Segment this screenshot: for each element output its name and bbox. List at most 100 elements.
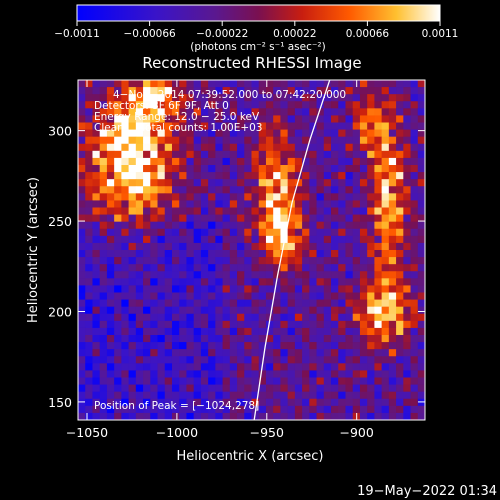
heatmap-cell xyxy=(143,299,151,308)
heatmap-cell xyxy=(150,271,158,279)
heatmap-cell xyxy=(345,342,354,350)
heatmap-cell xyxy=(186,94,195,102)
heatmap-cell xyxy=(359,221,368,230)
heatmap-cell xyxy=(150,299,158,308)
heatmap-cell xyxy=(345,200,354,208)
heatmap-cell xyxy=(388,193,397,201)
heatmap-cell xyxy=(237,193,245,201)
heatmap-cell xyxy=(367,306,375,315)
heatmap-cell xyxy=(171,108,180,116)
heatmap-cell xyxy=(331,157,339,166)
heatmap-cell xyxy=(258,405,267,414)
heatmap-cell xyxy=(359,150,368,159)
heatmap-cell xyxy=(85,115,93,123)
heatmap-cell xyxy=(374,278,383,286)
heatmap-cell xyxy=(374,405,383,414)
heatmap-cell xyxy=(265,179,274,187)
heatmap-cell xyxy=(208,384,216,393)
heatmap-cell xyxy=(258,292,267,300)
heatmap-cell xyxy=(186,306,195,315)
heatmap-cell xyxy=(85,356,93,364)
heatmap-cell xyxy=(273,370,281,378)
heatmap-cell xyxy=(265,129,274,138)
heatmap-cell xyxy=(150,150,158,159)
heatmap-cell xyxy=(92,285,101,293)
heatmap-cell xyxy=(345,313,354,322)
heatmap-cell xyxy=(251,207,260,215)
heatmap-cell xyxy=(237,349,245,357)
heatmap-cell xyxy=(193,285,202,293)
heatmap-cell xyxy=(78,157,86,166)
heatmap-cell xyxy=(280,320,289,329)
heatmap-cell xyxy=(150,306,158,315)
heatmap-cell xyxy=(294,179,303,187)
heatmap-cell xyxy=(106,327,115,336)
heatmap-cell xyxy=(287,235,296,244)
heatmap-cell xyxy=(121,80,130,88)
heatmap-cell xyxy=(367,115,375,123)
heatmap-cell xyxy=(229,299,238,308)
heatmap-cell xyxy=(381,193,390,201)
heatmap-cell xyxy=(359,136,368,145)
heatmap-cell xyxy=(150,80,158,88)
heatmap-cell xyxy=(338,363,346,371)
heatmap-cell xyxy=(258,136,267,145)
heatmap-cell xyxy=(287,391,296,400)
heatmap-cell xyxy=(287,370,296,378)
heatmap-cell xyxy=(229,179,238,187)
heatmap-cell xyxy=(345,129,354,138)
heatmap-cell xyxy=(193,179,202,187)
heatmap-cell xyxy=(302,278,310,286)
heatmap-cell xyxy=(106,335,115,343)
heatmap-cell xyxy=(316,186,325,194)
heatmap-cell xyxy=(359,384,368,393)
heatmap-cell xyxy=(150,349,158,357)
heatmap-cell xyxy=(265,172,274,180)
heatmap-cell xyxy=(251,221,260,230)
heatmap-cell xyxy=(171,313,180,322)
heatmap-cell xyxy=(287,228,296,237)
heatmap-cell xyxy=(164,313,173,322)
heatmap-cell xyxy=(374,412,383,420)
heatmap-cell xyxy=(164,214,173,223)
heatmap-cell xyxy=(78,349,86,357)
heatmap-cell xyxy=(143,327,151,336)
heatmap-cell xyxy=(331,278,339,286)
heatmap-cell xyxy=(244,214,252,223)
heatmap-cell xyxy=(396,356,404,364)
heatmap-cell xyxy=(287,356,296,364)
heatmap-cell xyxy=(179,264,187,272)
heatmap-cell xyxy=(287,136,296,145)
heatmap-cell xyxy=(273,257,281,265)
heatmap-cell xyxy=(367,165,375,173)
heatmap-cell xyxy=(114,306,122,315)
heatmap-cell xyxy=(417,228,425,237)
heatmap-cell xyxy=(359,391,368,400)
heatmap-cell xyxy=(215,356,223,364)
x-tick-label: −1050 xyxy=(66,425,108,440)
heatmap-cell xyxy=(352,235,361,244)
heatmap-cell xyxy=(381,257,390,265)
heatmap-cell xyxy=(157,363,166,371)
heatmap-cell xyxy=(331,186,339,194)
heatmap-cell xyxy=(208,278,216,286)
heatmap-cell xyxy=(128,157,137,166)
heatmap-cell xyxy=(403,221,411,230)
heatmap-cell xyxy=(280,306,289,315)
heatmap-cell xyxy=(208,320,216,329)
heatmap-cell xyxy=(229,377,238,385)
heatmap-cell xyxy=(410,221,419,230)
heatmap-cell xyxy=(331,370,339,378)
heatmap-cell xyxy=(128,257,137,265)
heatmap-cell xyxy=(251,292,260,300)
heatmap-cell xyxy=(323,377,332,385)
heatmap-cell xyxy=(417,320,425,329)
heatmap-cell xyxy=(186,150,195,159)
heatmap-cell xyxy=(251,94,260,102)
heatmap-cell xyxy=(244,356,252,364)
heatmap-cell xyxy=(251,398,260,407)
heatmap-cell xyxy=(381,200,390,208)
heatmap-cell xyxy=(381,228,390,237)
heatmap-cell xyxy=(388,122,397,130)
heatmap-cell xyxy=(171,370,180,378)
